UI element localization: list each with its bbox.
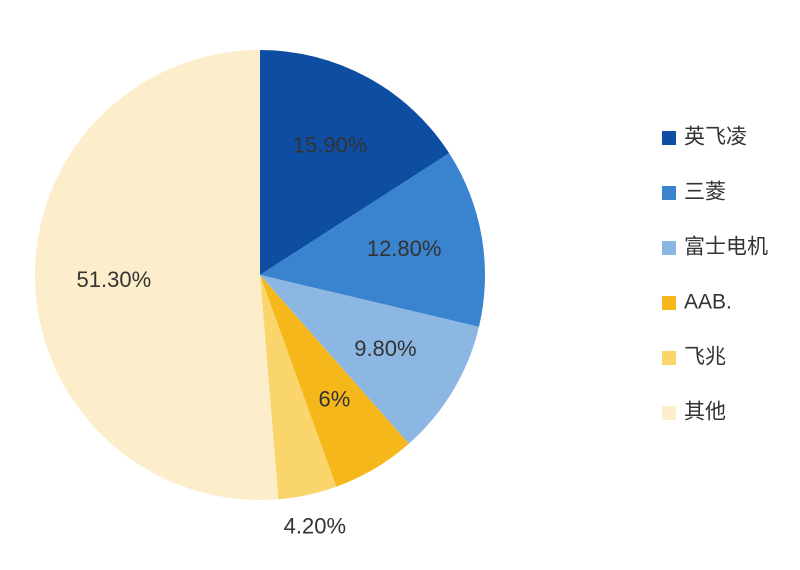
pie-slice — [260, 275, 337, 500]
legend-label: AAB. — [684, 291, 732, 314]
pie-slice — [260, 275, 409, 487]
legend-swatch — [662, 241, 676, 255]
pie-slice — [260, 153, 485, 327]
legend-swatch — [662, 131, 676, 145]
pie-slice — [260, 275, 479, 444]
data-label: 51.30% — [77, 267, 152, 292]
legend-swatch — [662, 186, 676, 200]
legend-label: 其他 — [684, 401, 726, 424]
legend-swatch — [662, 351, 676, 365]
legend-label: 英飞凌 — [684, 126, 747, 149]
data-label: 6% — [319, 387, 351, 412]
legend-label: 三菱 — [684, 181, 726, 204]
pie-slice — [35, 50, 279, 500]
data-label: 4.20% — [284, 514, 346, 539]
pie-slice — [260, 50, 450, 275]
data-label: 12.80% — [367, 236, 442, 261]
data-label: 9.80% — [354, 336, 416, 361]
legend-label: 飞兆 — [684, 346, 726, 369]
data-label: 15.90% — [293, 132, 368, 157]
legend-swatch — [662, 296, 676, 310]
legend-label: 富士电机 — [684, 236, 768, 259]
legend-swatch — [662, 406, 676, 420]
